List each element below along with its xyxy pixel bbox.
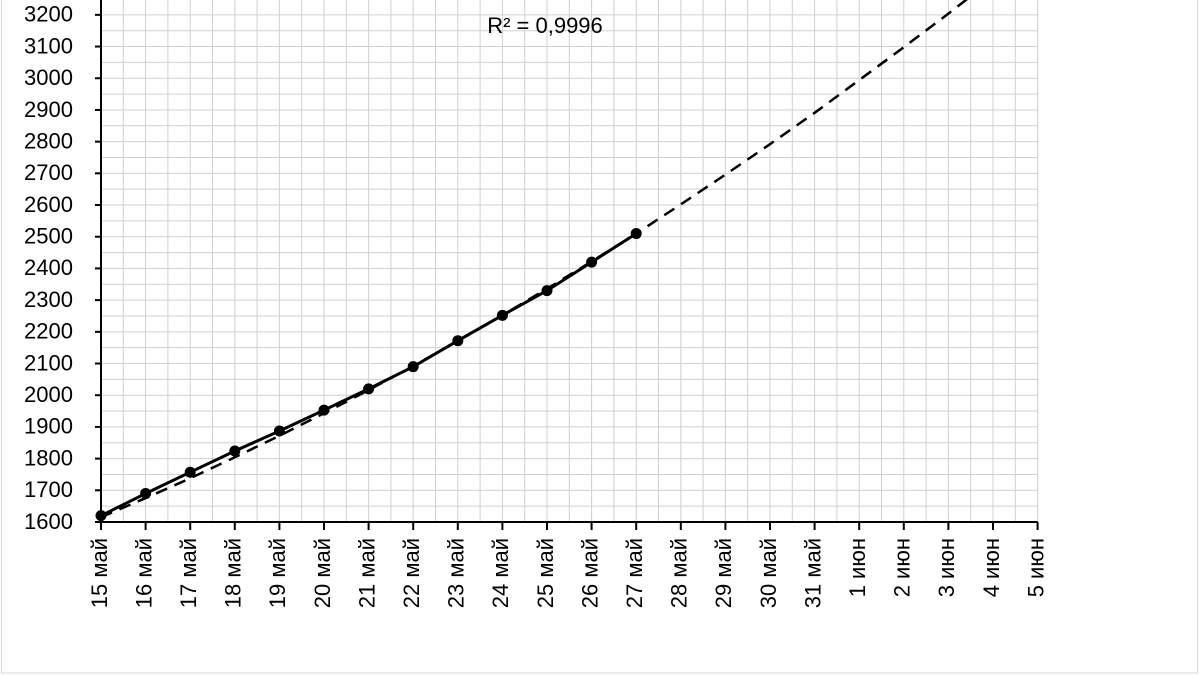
x-tick-label: 22 май xyxy=(399,538,424,608)
y-tick-label: 2300 xyxy=(24,287,73,312)
trendline xyxy=(100,0,968,519)
y-tick-label: 2600 xyxy=(24,192,73,217)
data-point xyxy=(229,445,241,457)
y-tick-label: 2700 xyxy=(24,160,73,185)
plot xyxy=(95,0,968,522)
x-tick-label: 28 май xyxy=(667,538,692,608)
data-point xyxy=(452,335,464,347)
x-tick-label: 20 май xyxy=(310,538,335,608)
x-tick-label: 27 май xyxy=(622,538,647,608)
data-point xyxy=(184,466,196,478)
x-tick-label: 23 май xyxy=(444,538,469,608)
y-tick-label: 2900 xyxy=(24,97,73,122)
x-tick-label: 3 июн xyxy=(934,538,959,597)
r-squared: R² = 0,9996 xyxy=(487,13,603,38)
x-tick-label: 29 май xyxy=(711,538,736,608)
y-tick-label: 3000 xyxy=(24,65,73,90)
x-tick-label: 24 май xyxy=(488,538,513,608)
x-tick-label: 25 май xyxy=(533,538,558,608)
data-point xyxy=(363,383,375,395)
x-tick-label: 15 май xyxy=(87,538,112,608)
y-tick-label: 2400 xyxy=(24,255,73,280)
y-tick-label: 2800 xyxy=(24,128,73,153)
y-tick-label: 1800 xyxy=(24,445,73,470)
x-tick-label: 2 июн xyxy=(890,538,915,597)
x-tick-label: 4 июн xyxy=(979,538,1004,597)
x-tick-label: 19 май xyxy=(265,538,290,608)
x-tick-label: 21 май xyxy=(354,538,379,608)
x-tick-label: 26 май xyxy=(577,538,602,608)
x-tick-label: 5 июн xyxy=(1023,538,1048,597)
data-point xyxy=(273,425,285,437)
y-tick-label: 1900 xyxy=(24,414,73,439)
y-tick-label: 2200 xyxy=(24,319,73,344)
y-tick-label: 2000 xyxy=(24,382,73,407)
y-tick-label: 2500 xyxy=(24,224,73,249)
y-tick-label: 3100 xyxy=(24,33,73,58)
y-tick-label: 3200 xyxy=(24,2,73,27)
x-tick-label: 31 май xyxy=(800,538,825,608)
y-tick-label: 2100 xyxy=(24,350,73,375)
x-tick-label: 17 май xyxy=(176,538,201,608)
grid xyxy=(101,0,1039,523)
y-tick-label: 1600 xyxy=(24,509,73,534)
x-tick-label: 18 май xyxy=(221,538,246,608)
data-point xyxy=(586,256,598,268)
axes: 1600 1700 1800 1900 2000 2100 2200 2300 2400 2500… xyxy=(24,0,1048,608)
y-tick-label: 1700 xyxy=(24,477,73,502)
x-tick-label: 1 июн xyxy=(845,538,870,597)
x-tick-label: 16 май xyxy=(131,538,156,608)
x-tick-label: 30 май xyxy=(756,538,781,608)
